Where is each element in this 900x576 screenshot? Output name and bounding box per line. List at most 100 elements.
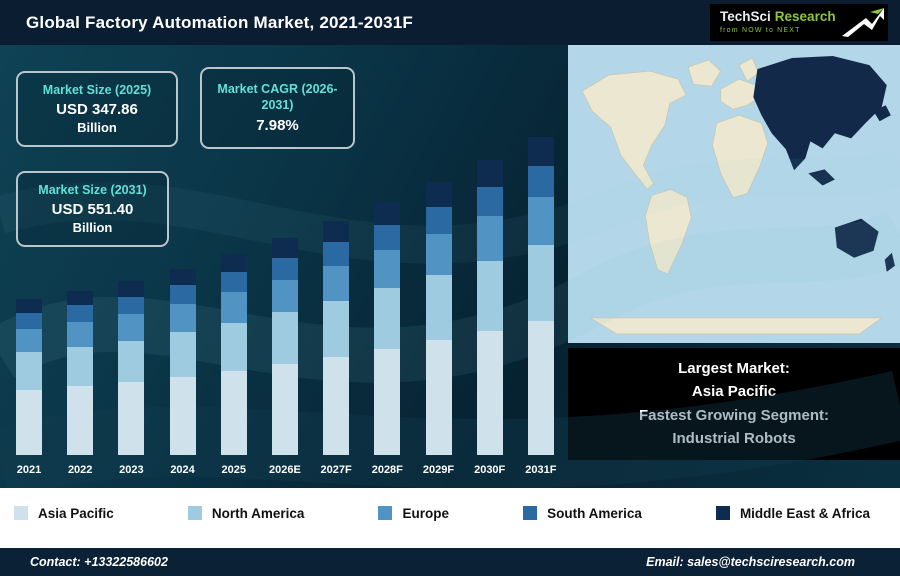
legend-swatch [523, 506, 538, 520]
info-box-title: Market Size (2031) [38, 182, 147, 197]
bar-segment-south-america [67, 305, 94, 322]
largest-market-box: Largest Market: Asia Pacific Fastest Gro… [568, 348, 900, 460]
x-axis-label: 2022 [67, 464, 93, 476]
bar-segment-south-america [374, 225, 401, 251]
header: Global Factory Automation Market, 2021-2… [0, 0, 900, 45]
bar-segment-north-america [118, 340, 145, 383]
info-box-title: Market CAGR (2026-2031) [217, 82, 338, 112]
bar-segment-europe [476, 216, 503, 261]
bar-segment-north-america [425, 274, 452, 341]
logo-text: TechSci Research from NOW to NEXT [720, 9, 836, 35]
fastest-segment-value: Industrial Robots [672, 430, 796, 447]
bar-segment-south-america [118, 297, 145, 315]
bar-2025 [217, 254, 251, 455]
logo-name: TechSci Research [720, 9, 836, 25]
bar-segment-asia-pacific [425, 340, 452, 455]
legend-item: South America [523, 506, 642, 521]
legend-label: Middle East & Africa [739, 505, 870, 521]
legend-label: Asia Pacific [38, 505, 114, 521]
bar-segment-middle-east-africa [271, 238, 298, 258]
bar-segment-europe [425, 234, 452, 275]
bar-segment-asia-pacific [374, 348, 401, 455]
bar-segment-middle-east-africa [527, 137, 554, 166]
logo-tagline: from NOW to NEXT [720, 27, 801, 35]
x-axis-label: 2030F [474, 464, 506, 476]
bar-segment-middle-east-africa [425, 182, 452, 207]
info-box-unit: Billion [72, 220, 113, 236]
stacked-bar-chart [12, 137, 558, 455]
bar-segment-asia-pacific [220, 370, 247, 455]
bar-segment-europe [169, 304, 196, 333]
market-size-2025-box: Market Size (2025) USD 347.86 Billion [16, 71, 178, 147]
bar-segment-north-america [527, 245, 554, 322]
page-title: Global Factory Automation Market, 2021-2… [26, 12, 414, 32]
bar-segment-europe [118, 314, 145, 341]
x-axis-label: 2025 [221, 464, 246, 476]
largest-market-value: Asia Pacific [691, 383, 777, 400]
bar-segment-north-america [220, 322, 247, 371]
bar-segment-europe [271, 279, 298, 312]
bar-2023 [114, 281, 148, 455]
legend-swatch [187, 506, 202, 520]
techsci-logo: TechSci Research from NOW to NEXT [710, 4, 888, 41]
legend-swatch [715, 506, 730, 520]
bar-segment-asia-pacific [169, 376, 196, 455]
info-box-value: USD 347.86 [56, 101, 138, 119]
bar-2026E [268, 238, 302, 455]
bar-segment-asia-pacific [271, 364, 298, 455]
bar-segment-middle-east-africa [16, 299, 42, 314]
info-box-value: USD 551.40 [51, 201, 134, 219]
bar-segment-south-america [323, 242, 350, 266]
contact-email: Email: sales@techsciresearch.com [646, 555, 855, 569]
legend-item: Middle East & Africa [715, 505, 870, 521]
bar-segment-north-america [16, 352, 42, 390]
bar-2028F [370, 202, 404, 455]
bar-segment-south-america [16, 313, 42, 329]
largest-market-label: Largest Market: [678, 359, 790, 377]
bar-2029F [422, 182, 456, 455]
info-box-title: Market Size (2025) [42, 82, 152, 97]
legend-swatch [14, 506, 28, 520]
bar-segment-middle-east-africa [169, 268, 196, 286]
legend-item: Asia Pacific [14, 506, 114, 521]
bar-2027F [319, 221, 353, 455]
x-axis-labels: 2021 2022 2023 2024 2025 2026E 2027F 2028F 2029F… [12, 464, 558, 476]
fastest-segment-label: Fastest Growing Segment: [638, 406, 830, 424]
right-panel: Largest Market: Asia Pacific Fastest Gro… [568, 45, 900, 488]
bar-segment-middle-east-africa [374, 202, 401, 226]
x-axis-label: 2027F [320, 464, 352, 476]
bar-segment-south-america [425, 206, 452, 235]
chart-panel: Market Size (2025) USD 347.86 Billion Ma… [0, 45, 568, 488]
bar-segment-middle-east-africa [476, 160, 503, 187]
bar-2022 [63, 290, 97, 455]
bar-segment-asia-pacific [527, 321, 554, 455]
x-axis-label: 2024 [170, 464, 195, 476]
legend-label: Europe [402, 505, 449, 521]
bar-segment-south-america [220, 272, 247, 293]
x-axis-label: 2031F [525, 464, 557, 476]
bar-segment-south-america [271, 257, 298, 280]
bar-segment-middle-east-africa [67, 290, 94, 306]
world-map-svg [568, 45, 900, 343]
contact-phone: Contact: +13322586602 [30, 555, 168, 569]
bar-segment-europe [374, 250, 401, 289]
legend-item: Europe [378, 506, 449, 521]
legend-item: North America [187, 505, 305, 521]
bar-segment-europe [220, 292, 247, 323]
bar-segment-europe [323, 265, 350, 301]
bar-segment-north-america [271, 312, 298, 364]
bar-segment-asia-pacific [118, 382, 145, 455]
bar-segment-north-america [323, 300, 350, 357]
info-box-value: 7.98% [256, 116, 299, 134]
logo-name-part1: TechSci [720, 9, 771, 25]
x-axis-label: 2029F [422, 464, 455, 476]
bar-segment-asia-pacific [323, 356, 350, 455]
bar-2030F [473, 160, 507, 455]
logo-name-part2: Research [774, 9, 836, 25]
legend: Asia Pacific North America Europe South Ame… [0, 488, 900, 538]
legend-label: North America [211, 505, 305, 521]
bar-segment-middle-east-africa [323, 221, 350, 243]
footer: Contact: +13322586602 Email: sales@techs… [0, 548, 900, 576]
market-size-2031-box: Market Size (2031) USD 551.40 Billion [16, 171, 169, 247]
